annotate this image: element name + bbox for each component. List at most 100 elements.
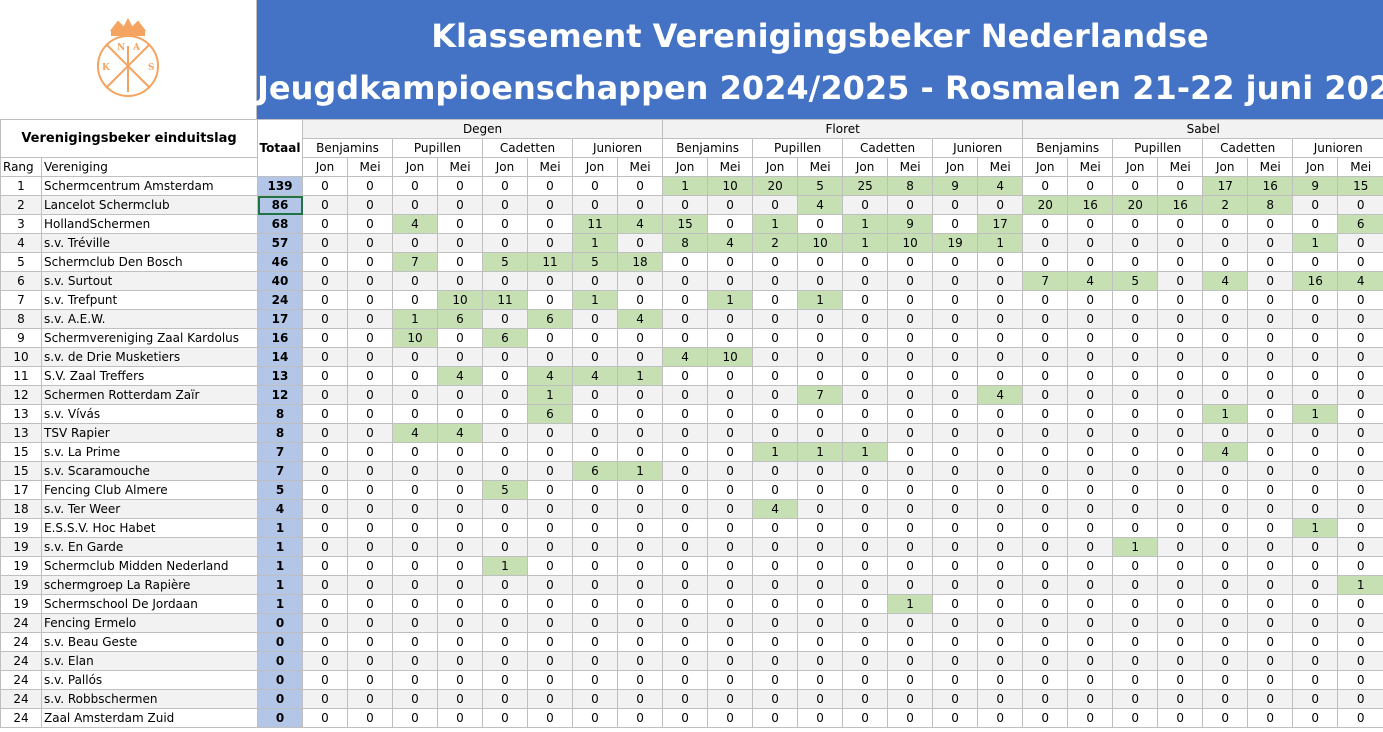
score-cell[interactable]: 0	[572, 613, 618, 633]
rang-cell[interactable]: 24	[0, 613, 42, 633]
score-cell[interactable]: 0	[1157, 404, 1204, 424]
score-cell[interactable]: 0	[1112, 575, 1159, 595]
score-cell[interactable]: 0	[1247, 518, 1294, 538]
score-cell[interactable]: 0	[616, 442, 664, 462]
score-cell[interactable]: 0	[302, 480, 348, 500]
score-cell[interactable]: 0	[572, 518, 618, 538]
total-cell[interactable]: 7	[257, 442, 303, 462]
score-cell[interactable]: 0	[1067, 575, 1114, 595]
score-cell[interactable]: 0	[302, 575, 348, 595]
score-cell[interactable]: 0	[1022, 404, 1069, 424]
score-cell[interactable]: 0	[1202, 537, 1249, 557]
score-cell[interactable]: 0	[302, 461, 348, 481]
score-cell[interactable]: 0	[797, 537, 844, 557]
score-cell[interactable]: 0	[482, 689, 528, 709]
score-cell[interactable]: 0	[932, 670, 979, 690]
score-cell[interactable]: 0	[887, 385, 934, 405]
score-cell[interactable]: 0	[1202, 480, 1249, 500]
score-cell[interactable]: 0	[1157, 347, 1204, 367]
rang-cell[interactable]: 2	[0, 195, 42, 215]
score-cell[interactable]: 6	[482, 328, 528, 348]
score-cell[interactable]: 1	[662, 176, 709, 196]
score-cell[interactable]: 0	[1202, 518, 1249, 538]
score-cell[interactable]: 0	[662, 575, 709, 595]
score-cell[interactable]: 0	[527, 518, 573, 538]
score-cell[interactable]: 7	[797, 385, 844, 405]
score-cell[interactable]: 0	[1022, 347, 1069, 367]
score-cell[interactable]: 0	[1112, 366, 1159, 386]
logo-cell[interactable]: K N A S	[0, 0, 257, 120]
score-cell[interactable]: 0	[437, 385, 483, 405]
score-cell[interactable]: 0	[707, 651, 754, 671]
score-cell[interactable]: 0	[437, 214, 483, 234]
score-cell[interactable]: 0	[302, 594, 348, 614]
score-cell[interactable]: 0	[1112, 423, 1159, 443]
score-cell[interactable]: 0	[1247, 499, 1294, 519]
score-cell[interactable]: 0	[977, 613, 1024, 633]
score-cell[interactable]: 0	[1067, 651, 1114, 671]
score-cell[interactable]: 0	[347, 195, 393, 215]
score-cell[interactable]: 0	[1337, 442, 1383, 462]
score-cell[interactable]: 0	[437, 461, 483, 481]
score-cell[interactable]: 0	[1202, 252, 1249, 272]
score-cell[interactable]: 0	[842, 689, 889, 709]
score-cell[interactable]: 0	[1022, 461, 1069, 481]
score-cell[interactable]: 0	[1202, 366, 1249, 386]
score-cell[interactable]: 0	[752, 708, 799, 728]
score-cell[interactable]: 0	[662, 537, 709, 557]
score-cell[interactable]: 0	[1067, 537, 1114, 557]
score-cell[interactable]: 0	[662, 708, 709, 728]
score-cell[interactable]: 0	[752, 556, 799, 576]
club-name-cell[interactable]: Schermvereniging Zaal Kardolus	[41, 328, 258, 348]
score-cell[interactable]: 0	[1292, 670, 1339, 690]
score-cell[interactable]: 0	[437, 613, 483, 633]
score-cell[interactable]: 0	[887, 404, 934, 424]
score-cell[interactable]: 0	[977, 518, 1024, 538]
score-cell[interactable]: 0	[482, 708, 528, 728]
total-cell[interactable]: 1	[257, 518, 303, 538]
gender-header[interactable]: Mei	[1067, 157, 1114, 177]
score-cell[interactable]: 0	[1202, 423, 1249, 443]
score-cell[interactable]: 0	[527, 442, 573, 462]
score-cell[interactable]: 0	[887, 461, 934, 481]
total-cell[interactable]: 40	[257, 271, 303, 291]
score-cell[interactable]: 0	[1292, 290, 1339, 310]
score-cell[interactable]: 0	[1022, 670, 1069, 690]
score-cell[interactable]: 0	[887, 708, 934, 728]
score-cell[interactable]: 0	[347, 366, 393, 386]
score-cell[interactable]: 0	[616, 708, 664, 728]
score-cell[interactable]: 0	[527, 290, 573, 310]
rang-cell[interactable]: 9	[0, 328, 42, 348]
score-cell[interactable]: 0	[707, 309, 754, 329]
score-cell[interactable]: 0	[1292, 537, 1339, 557]
score-cell[interactable]: 0	[932, 480, 979, 500]
score-cell[interactable]: 0	[842, 404, 889, 424]
score-cell[interactable]: 0	[1067, 290, 1114, 310]
score-cell[interactable]: 0	[1112, 385, 1159, 405]
score-cell[interactable]: 0	[482, 385, 528, 405]
rang-cell[interactable]: 24	[0, 670, 42, 690]
total-cell[interactable]: 24	[257, 290, 303, 310]
score-cell[interactable]: 0	[1157, 689, 1204, 709]
score-cell[interactable]: 0	[1292, 689, 1339, 709]
score-cell[interactable]: 5	[1112, 271, 1159, 291]
club-name-cell[interactable]: s.v. Tréville	[41, 233, 258, 253]
gender-header[interactable]: Mei	[797, 157, 844, 177]
score-cell[interactable]: 0	[347, 423, 393, 443]
score-cell[interactable]: 8	[662, 233, 709, 253]
score-cell[interactable]: 0	[707, 461, 754, 481]
score-cell[interactable]: 0	[887, 271, 934, 291]
score-cell[interactable]: 0	[1067, 689, 1114, 709]
total-cell[interactable]: 14	[257, 347, 303, 367]
score-cell[interactable]: 4	[752, 499, 799, 519]
score-cell[interactable]: 0	[1067, 442, 1114, 462]
score-cell[interactable]: 0	[392, 366, 438, 386]
rang-cell[interactable]: 19	[0, 537, 42, 557]
score-cell[interactable]: 0	[1157, 309, 1204, 329]
club-name-cell[interactable]: Schermschool De Jordaan	[41, 594, 258, 614]
gender-header[interactable]: Jon	[1202, 157, 1249, 177]
score-cell[interactable]: 0	[572, 442, 618, 462]
weapon-header-degen[interactable]: Degen	[301, 119, 664, 139]
score-cell[interactable]: 0	[572, 309, 618, 329]
score-cell[interactable]: 0	[1202, 575, 1249, 595]
